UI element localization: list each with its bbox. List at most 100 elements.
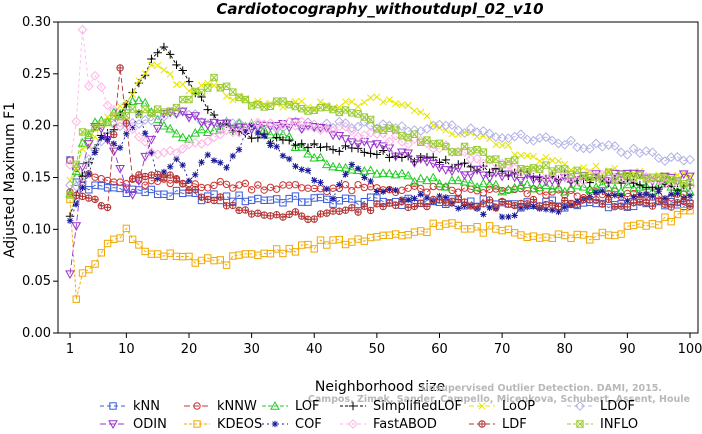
data-point	[542, 191, 550, 199]
data-point	[447, 120, 457, 130]
data-point	[229, 184, 237, 192]
data-point	[485, 196, 494, 204]
data-point	[661, 200, 669, 208]
data-point	[215, 124, 226, 135]
data-point	[341, 206, 350, 214]
legend-label: LDOF	[600, 399, 635, 414]
data-point	[267, 142, 274, 149]
data-point	[141, 181, 149, 189]
data-point	[504, 141, 512, 149]
data-point	[559, 139, 570, 150]
data-point	[597, 179, 608, 189]
data-point	[304, 107, 312, 115]
legend-swatch-marker	[193, 420, 201, 428]
data-point	[373, 200, 381, 208]
watermark-line-2: Campos, Zimek, Sander, Campello, Micenko…	[308, 394, 690, 405]
data-point	[409, 159, 420, 168]
data-point	[72, 191, 80, 200]
data-point	[335, 235, 343, 244]
data-point	[242, 129, 249, 136]
data-point	[252, 117, 263, 128]
data-point	[654, 197, 663, 205]
x-tick-label: 30	[243, 342, 260, 357]
data-point	[636, 191, 644, 198]
data-point	[435, 158, 444, 167]
data-point	[203, 105, 212, 114]
data-point	[523, 152, 531, 160]
data-point	[316, 143, 325, 152]
plot-area	[65, 24, 695, 303]
data-point	[440, 166, 451, 175]
data-point	[629, 178, 638, 188]
data-point	[366, 115, 375, 124]
data-point	[384, 120, 395, 131]
data-point	[83, 154, 94, 165]
data-point	[346, 125, 357, 136]
data-point	[85, 194, 93, 202]
legend-label: kNN	[133, 399, 160, 414]
data-point	[547, 183, 558, 193]
data-point	[340, 121, 351, 132]
data-point	[248, 122, 255, 130]
data-point	[498, 141, 506, 149]
data-point	[453, 175, 464, 185]
data-point	[97, 249, 106, 257]
data-point	[442, 194, 449, 201]
data-point	[210, 73, 218, 82]
data-point	[334, 116, 345, 127]
data-point	[97, 120, 106, 128]
data-point	[365, 165, 376, 175]
data-point	[217, 159, 224, 166]
data-point	[229, 96, 237, 104]
data-point	[284, 123, 295, 133]
y-tick-label: 0.30	[22, 15, 51, 30]
data-point	[122, 111, 131, 120]
data-point	[184, 134, 194, 143]
data-point	[71, 116, 82, 127]
data-point	[360, 98, 368, 106]
data-point	[417, 108, 425, 116]
data-point	[492, 140, 500, 149]
data-point	[167, 163, 174, 170]
data-point	[127, 124, 138, 134]
data-point	[447, 175, 457, 185]
data-point	[542, 200, 550, 209]
data-point	[522, 134, 533, 145]
data-point	[147, 171, 156, 179]
data-point	[365, 120, 376, 131]
data-point	[473, 202, 481, 211]
data-point	[197, 88, 206, 97]
data-point	[147, 54, 156, 64]
data-point	[528, 175, 539, 185]
data-point	[542, 153, 550, 161]
data-point	[555, 208, 562, 216]
data-point	[480, 211, 487, 218]
data-point	[83, 81, 94, 92]
data-point	[71, 222, 82, 232]
data-point	[423, 202, 431, 211]
data-point	[641, 146, 652, 156]
data-point	[77, 24, 88, 35]
data-point	[190, 112, 201, 121]
x-tick-label: 1	[66, 342, 74, 357]
data-point	[196, 118, 207, 128]
data-point	[290, 142, 301, 152]
data-point	[390, 152, 401, 162]
data-point	[91, 260, 99, 268]
data-point	[222, 261, 231, 269]
data-point	[603, 182, 614, 192]
data-point	[403, 139, 414, 149]
data-point	[660, 156, 670, 166]
data-point	[321, 159, 332, 169]
legend-item-odin: ODIN	[100, 417, 167, 432]
data-point	[599, 187, 606, 195]
data-point	[66, 195, 74, 204]
data-point	[536, 157, 544, 165]
data-point	[83, 140, 94, 150]
legend-swatch-marker	[193, 402, 201, 410]
data-point	[373, 188, 381, 195]
data-point	[210, 181, 218, 189]
data-point	[108, 147, 119, 157]
data-point	[541, 180, 551, 190]
data-point	[584, 184, 595, 194]
